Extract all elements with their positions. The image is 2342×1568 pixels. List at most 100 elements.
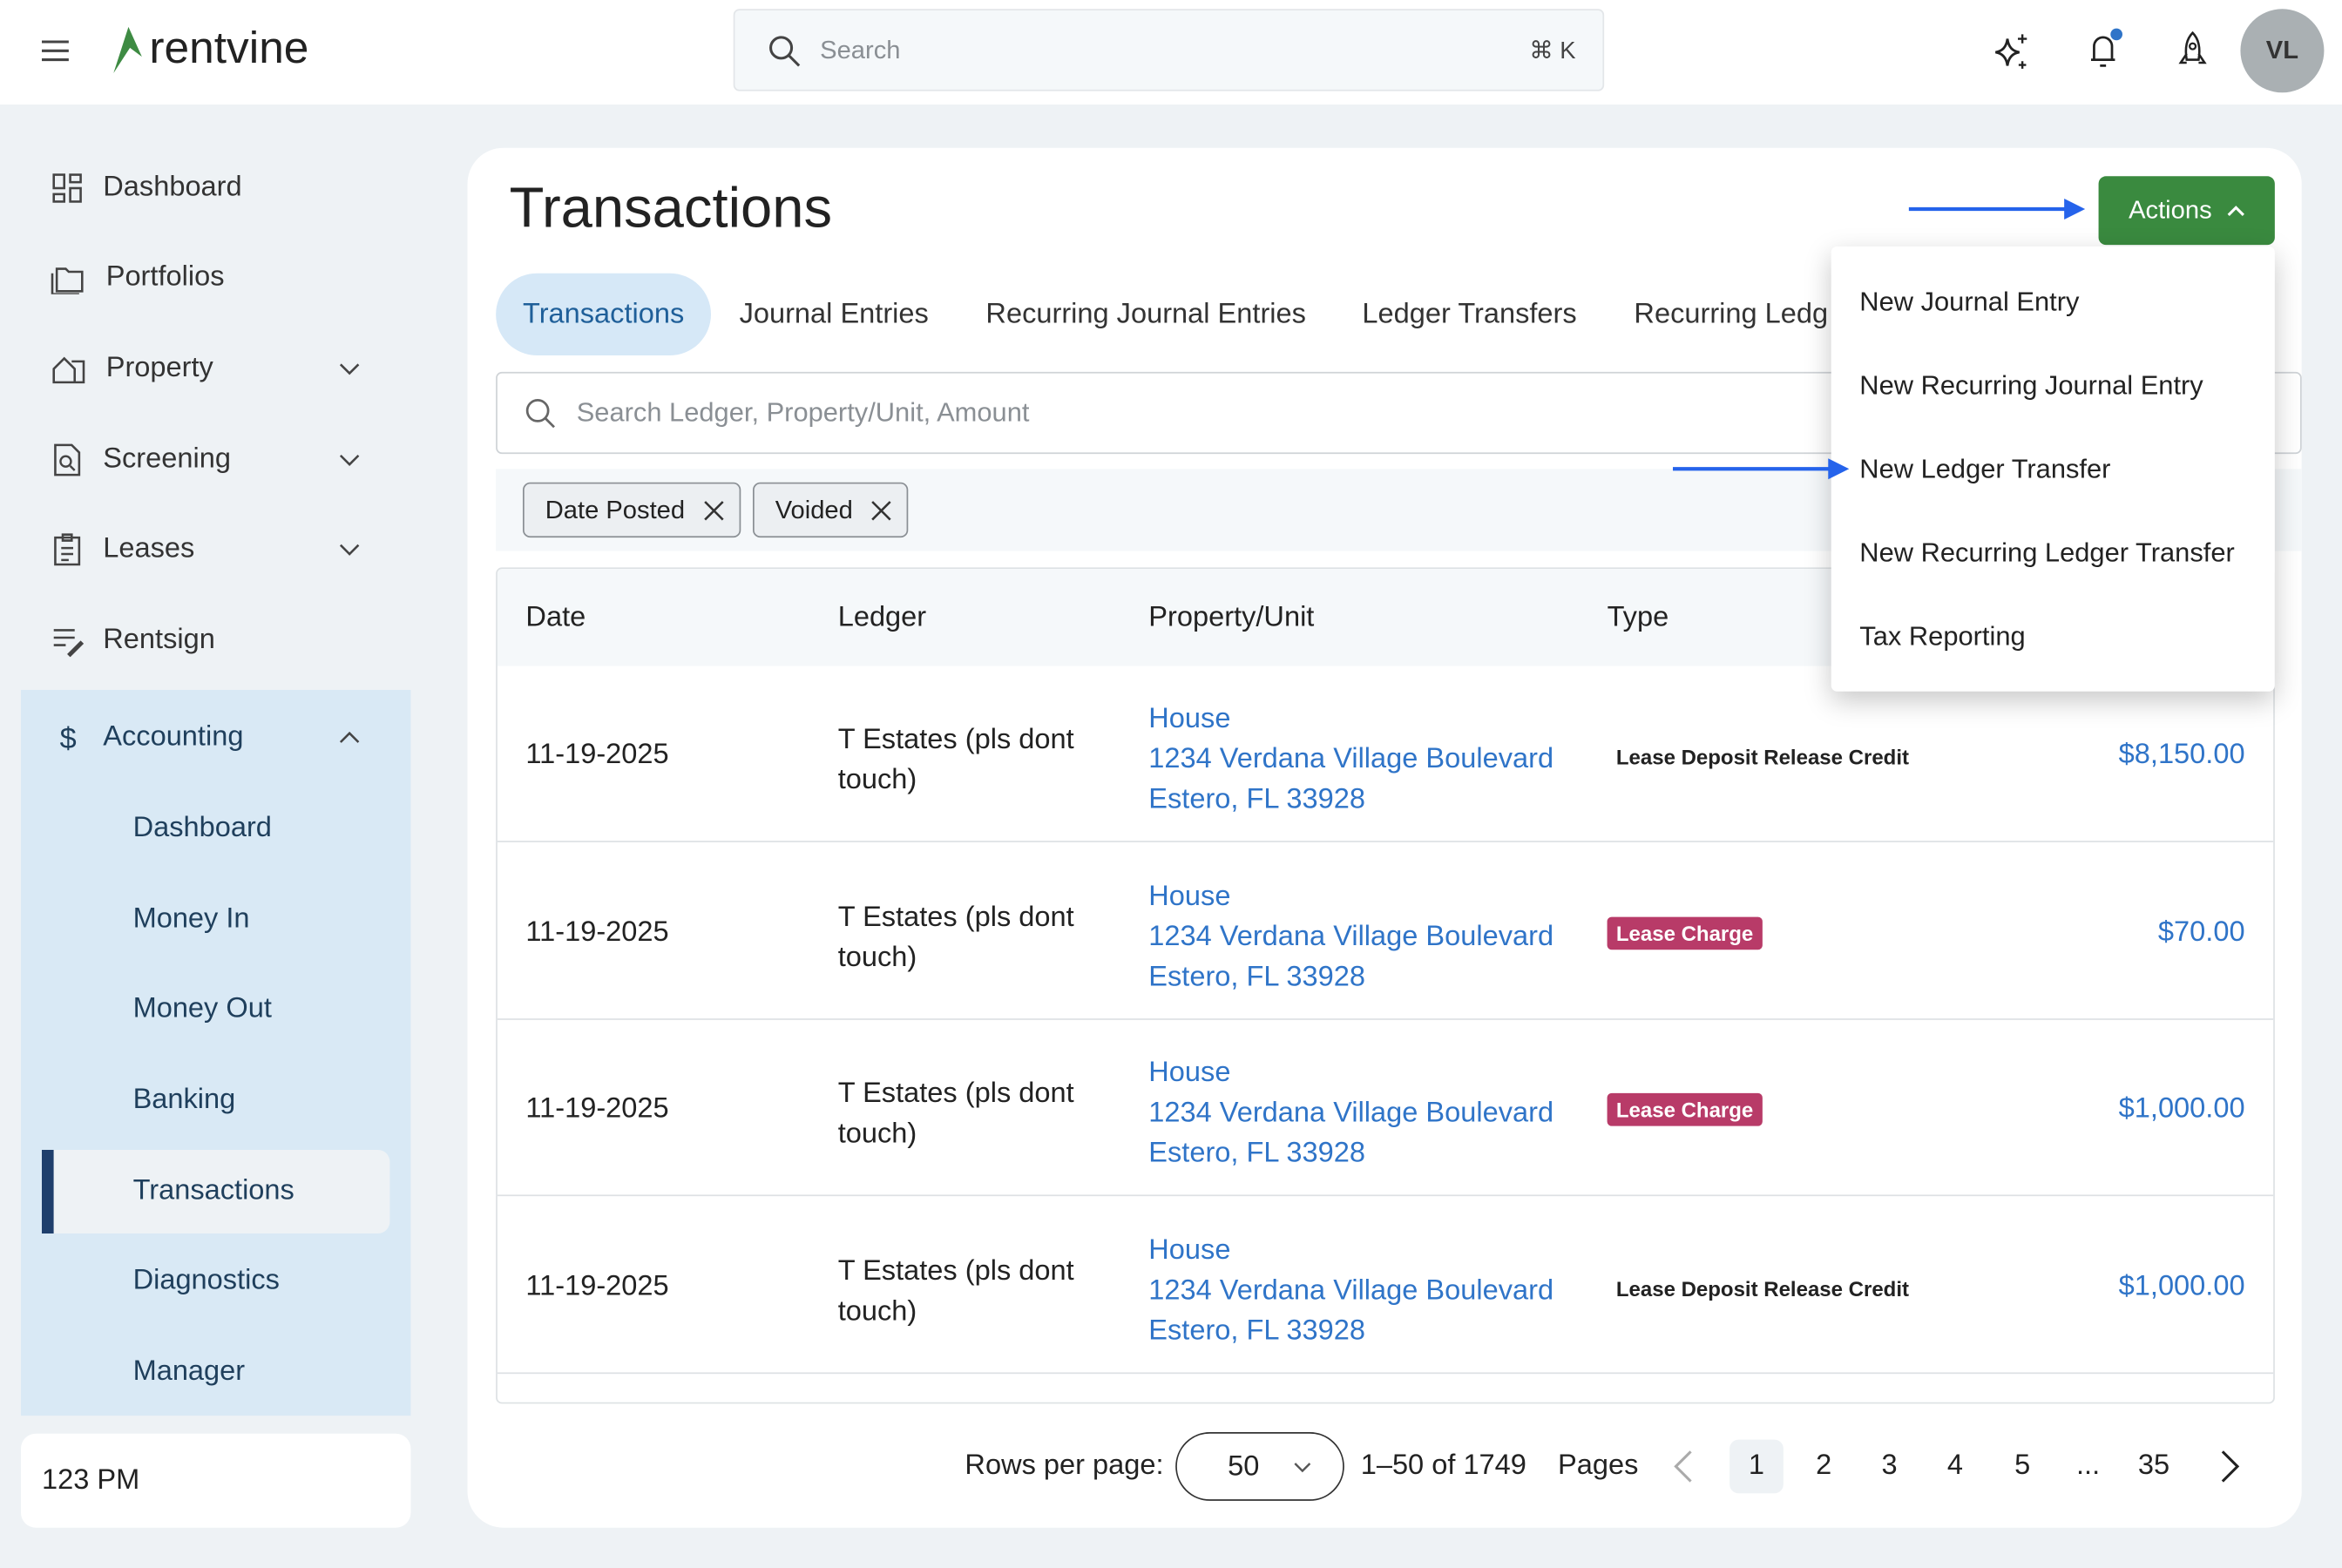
sidebar-item-label: Rentsign: [103, 624, 215, 656]
sidebar-subitem[interactable]: Banking: [132, 1084, 236, 1116]
actions-button[interactable]: Actions: [2098, 176, 2275, 246]
menu-item-tax-reporting[interactable]: Tax Reporting: [1859, 620, 2026, 651]
address-link[interactable]: 1234 Verdana Village Boulevard: [1148, 920, 1554, 952]
sidebar-item-screening[interactable]: Screening: [51, 430, 394, 490]
page-button[interactable]: 1: [1729, 1439, 1784, 1494]
sidebar-item-label: Portfolios: [105, 261, 225, 294]
search-icon: [769, 36, 801, 67]
transactions-table: Date Ledger Property/Unit Type 11-19-202…: [496, 567, 2275, 1404]
sidebar-subitem[interactable]: Dashboard: [132, 812, 272, 844]
cell-date: 11-19-2025: [525, 1092, 669, 1125]
cell-date: 11-19-2025: [525, 916, 669, 948]
close-icon[interactable]: [703, 499, 724, 520]
tab-recurring-ledger-transfers[interactable]: Recurring Ledger Transfers: [1634, 298, 1829, 330]
arrow-annotation: [1908, 199, 2086, 220]
account-switcher[interactable]: 123 PM: [21, 1433, 411, 1528]
search-placeholder: Search: [820, 36, 901, 64]
cell-amount[interactable]: $1,000.00: [2118, 1270, 2245, 1302]
column-type[interactable]: Type: [1607, 601, 1669, 633]
dollar-icon: $: [60, 722, 77, 754]
cell-amount[interactable]: $8,150.00: [2118, 739, 2245, 771]
avatar[interactable]: VL: [2240, 9, 2325, 93]
page-button[interactable]: 2: [1816, 1450, 1832, 1482]
menu-icon[interactable]: [40, 39, 70, 63]
cell-ledger: T Estates (pls dont touch): [837, 724, 1074, 796]
tab-ledger-transfers[interactable]: Ledger Transfers: [1362, 298, 1577, 330]
table-row[interactable]: 11-19-2025 T Estates (pls dont touch) Ho…: [497, 843, 2274, 1020]
table-row[interactable]: 11-19-2025 T Estates (pls dont touch) Ho…: [497, 666, 2274, 842]
cell-ledger: T Estates (pls dont touch): [837, 901, 1074, 973]
page-button[interactable]: 5: [2014, 1450, 2031, 1482]
city-link[interactable]: Estero, FL 33928: [1148, 961, 1365, 993]
menu-item-new-recurring-journal-entry[interactable]: New Recurring Journal Entry: [1859, 369, 2203, 400]
menu-item-new-journal-entry[interactable]: New Journal Entry: [1859, 286, 2080, 316]
cell-amount[interactable]: $70.00: [2157, 916, 2245, 948]
accounting-section: [21, 690, 411, 1416]
sidebar-subitem[interactable]: Money Out: [132, 993, 272, 1025]
cell-amount[interactable]: $1,000.00: [2118, 1092, 2245, 1125]
logo-text: rentvine: [149, 24, 309, 74]
sidebar-item-property[interactable]: Property: [51, 339, 394, 399]
sidebar-subitem[interactable]: Money In: [132, 903, 250, 936]
page-button[interactable]: 35: [2137, 1450, 2170, 1482]
page-button: ...: [2075, 1450, 2101, 1482]
table-row[interactable]: 11-19-2025 T Estates (pls dont touch) Ho…: [497, 1197, 2274, 1374]
sparkle-icon[interactable]: [1993, 33, 2032, 72]
column-property-unit[interactable]: Property/Unit: [1148, 601, 1315, 633]
menu-item-new-recurring-ledger-transfer[interactable]: New Recurring Ledger Transfer: [1859, 537, 2235, 567]
sidebar-subitem[interactable]: Diagnostics: [132, 1265, 280, 1297]
city-link[interactable]: Estero, FL 33928: [1148, 1315, 1365, 1347]
unit-link[interactable]: House: [1148, 1057, 1231, 1089]
table-row[interactable]: 11-19-2025 T Estates (pls dont touch) Ho…: [497, 1020, 2274, 1197]
tab-recurring-journal-entries[interactable]: Recurring Journal Entries: [985, 298, 1306, 330]
page-title: Transactions: [509, 178, 833, 241]
close-icon[interactable]: [870, 499, 891, 520]
cell-date: 11-19-2025: [525, 1270, 669, 1302]
column-date[interactable]: Date: [525, 601, 586, 633]
transactions-search-input[interactable]: Search Ledger, Property/Unit, Amount: [496, 371, 2302, 455]
column-ledger[interactable]: Ledger: [837, 601, 927, 633]
address-link[interactable]: 1234 Verdana Village Boulevard: [1148, 1098, 1554, 1130]
chevron-right-icon[interactable]: [2219, 1450, 2240, 1484]
rows-per-page-select[interactable]: 50: [1175, 1432, 1344, 1501]
unit-link[interactable]: House: [1148, 703, 1231, 735]
sidebar-item-accounting[interactable]: $ Accounting: [51, 708, 394, 768]
sidebar-subitem-transactions[interactable]: Transactions: [132, 1175, 294, 1207]
document-search-icon: [54, 443, 81, 476]
page-button[interactable]: 4: [1946, 1450, 1964, 1482]
filter-chip-date-posted[interactable]: Date Posted: [523, 482, 741, 538]
unit-link[interactable]: House: [1148, 880, 1231, 912]
sidebar-item-leases[interactable]: Leases: [51, 520, 394, 580]
type-badge: Lease Deposit Release Credit: [1615, 1275, 1910, 1301]
tab-transactions[interactable]: Transactions: [496, 273, 712, 356]
city-link[interactable]: Estero, FL 33928: [1148, 784, 1365, 816]
sidebar-item-label: Property: [105, 352, 213, 384]
type-badge: Lease Charge: [1607, 1092, 1763, 1126]
global-search[interactable]: Search ⌘ K: [733, 9, 1605, 91]
filter-chip-voided[interactable]: Voided: [753, 482, 909, 538]
rocket-icon[interactable]: [2176, 30, 2210, 71]
pages-label: Pages: [1558, 1450, 1639, 1482]
address-link[interactable]: 1234 Verdana Village Boulevard: [1148, 1274, 1554, 1307]
tab-journal-entries[interactable]: Journal Entries: [739, 298, 929, 330]
sidebar-item-label: Leases: [103, 533, 195, 565]
chevron-up-icon: [2227, 206, 2244, 216]
search-placeholder: Search Ledger, Property/Unit, Amount: [576, 397, 1030, 428]
svg-text:$: $: [60, 722, 77, 754]
unit-link[interactable]: House: [1148, 1233, 1231, 1266]
menu-item-new-ledger-transfer[interactable]: New Ledger Transfer: [1859, 453, 2111, 483]
sidebar-item-portfolios[interactable]: Portfolios: [51, 248, 394, 308]
sidebar-item-rentsign[interactable]: Rentsign: [51, 611, 394, 671]
folder-icon: [51, 267, 84, 294]
chevron-down-icon: [1294, 1463, 1311, 1473]
chevron-left-icon[interactable]: [1673, 1450, 1694, 1484]
selected-indicator: [42, 1150, 390, 1234]
city-link[interactable]: Estero, FL 33928: [1148, 1138, 1365, 1170]
sidebar-subitem[interactable]: Manager: [132, 1355, 246, 1388]
bell-icon[interactable]: [2085, 27, 2124, 71]
chip-label: Date Posted: [545, 495, 686, 524]
clipboard-icon: [54, 533, 81, 566]
page-button[interactable]: 3: [1881, 1450, 1898, 1482]
sidebar-item-dashboard[interactable]: Dashboard: [51, 159, 394, 219]
address-link[interactable]: 1234 Verdana Village Boulevard: [1148, 743, 1554, 775]
